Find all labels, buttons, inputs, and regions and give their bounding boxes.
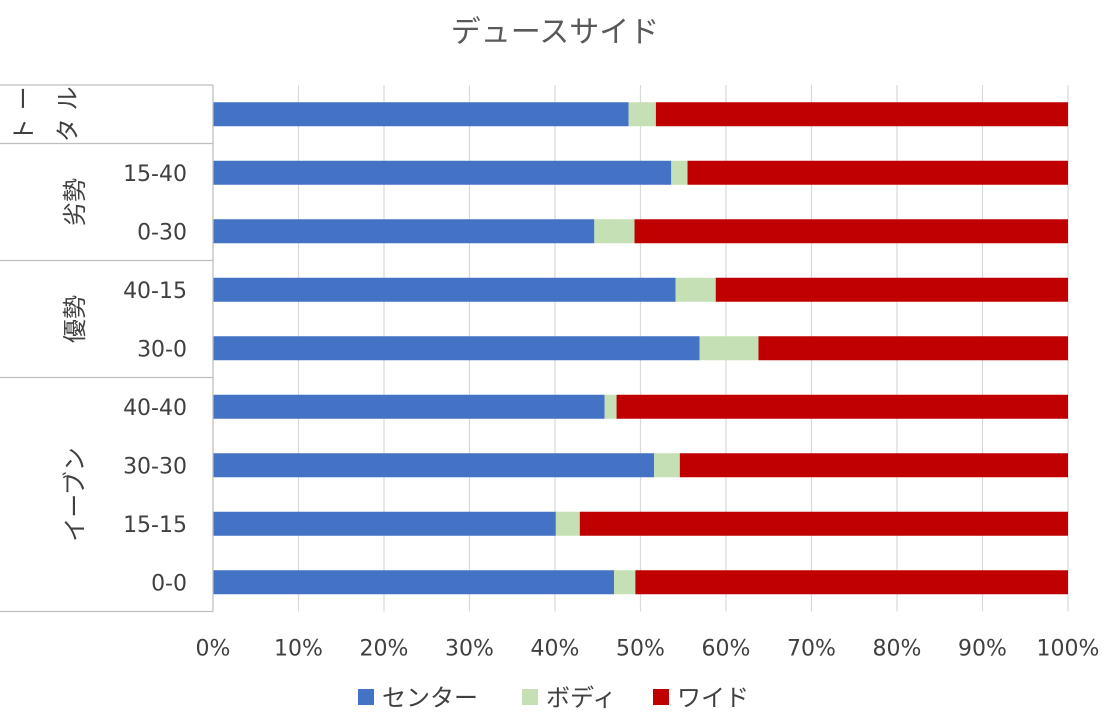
x-tick-label: 70% [787,637,836,662]
x-tick-label: 40% [531,637,580,662]
y-tick-label: 30-0 [137,337,187,362]
bar-segment [604,394,617,419]
chart-title: デュースサイド [451,15,660,50]
y-tick-label: 30-30 [123,454,187,479]
bar-segment [213,511,556,536]
bar-segment [213,160,672,185]
bar-segment [654,453,680,478]
group-label: ト ー [10,86,38,142]
group-label: 劣勢 [61,178,89,226]
bar-segment [655,102,1068,127]
bar-segment [758,336,1068,361]
bar-segment [213,453,655,478]
y-tick-label: 15-40 [123,162,187,187]
bar-segment [594,219,635,244]
bar-segment [616,394,1068,419]
legend-label: センター [382,684,478,712]
legend-swatch [522,689,538,705]
bar-segment [675,277,716,302]
bar-segment [213,336,700,361]
bar-segment [699,336,759,361]
axes: 0% 10% 20% 30% 40% 50% 60% 70% 80% 90% 100% 15-40 0-… [0,84,1100,662]
group-label: 優勢 [61,295,89,343]
bar-segment [579,511,1068,536]
bar-segment [555,511,580,536]
bar-segment [628,102,656,127]
legend-label: ボディ [546,684,616,712]
y-tick-label: 0-30 [137,220,187,245]
y-tick-label: 40-40 [123,396,187,421]
bar-segment [213,102,629,127]
x-tick-label: 90% [958,637,1007,662]
bar-segment [671,160,688,185]
bars [213,102,1068,595]
y-tick-label: 40-15 [123,279,187,304]
x-tick-label: 80% [873,637,922,662]
bar-segment [634,219,1068,244]
x-tick-label: 60% [702,637,751,662]
y-tick-label: 0-0 [151,571,187,596]
bar-segment [213,219,595,244]
x-tick-label: 100% [1037,637,1100,662]
legend-swatch [653,689,669,705]
legend-swatch [358,689,374,705]
bar-segment [635,570,1068,595]
bar-segment [679,453,1068,478]
bar-segment [687,160,1068,185]
legend-label: ワイド [677,684,749,712]
x-tick-label: 20% [360,637,409,662]
bar-segment [213,394,605,419]
group-label: タ ル [54,86,82,142]
legend: センター ボディ ワイド [358,684,749,712]
bar-segment [715,277,1068,302]
bar-segment [213,277,676,302]
x-tick-label: 50% [616,637,665,662]
x-tick-label: 10% [274,637,323,662]
x-tick-label: 0% [196,637,231,662]
y-tick-label: 15-15 [123,513,187,538]
x-tick-label: 30% [445,637,494,662]
bar-segment [213,570,614,595]
group-label: イーブン [61,447,89,542]
bar-segment [613,570,636,595]
